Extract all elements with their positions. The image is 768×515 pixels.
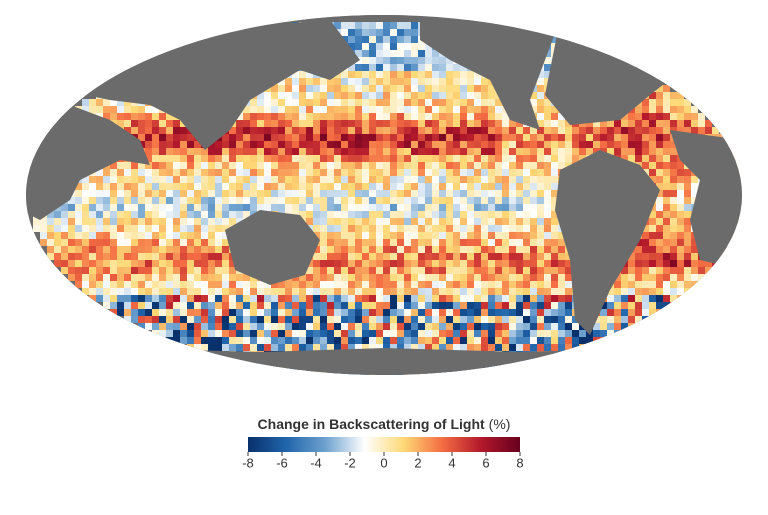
legend-title: Change in Backscattering of Light	[258, 416, 485, 432]
colorbar	[248, 437, 520, 452]
tick-label: 4	[448, 455, 455, 470]
tick-label: -6	[276, 455, 288, 470]
legend-heading: Change in Backscattering of Light (%)	[258, 416, 511, 432]
land-antarctica	[26, 345, 742, 375]
tick-label: -2	[344, 455, 356, 470]
colorbar-ticks: -8 -6 -4 -2 0 2 4 6 8	[242, 452, 524, 470]
tick-label: -8	[242, 455, 254, 470]
tick-label: 6	[482, 455, 489, 470]
land-africa-east	[670, 130, 742, 270]
land-south-america	[555, 150, 660, 335]
tick-label: -4	[310, 455, 322, 470]
land-north-america-west	[420, 20, 560, 130]
land-africa-asia-west	[26, 105, 150, 220]
tick-label: 0	[380, 455, 387, 470]
tick-label: 8	[516, 455, 523, 470]
legend-unit: (%)	[489, 416, 511, 432]
tick-label: 2	[414, 455, 421, 470]
land-australia	[225, 210, 320, 285]
